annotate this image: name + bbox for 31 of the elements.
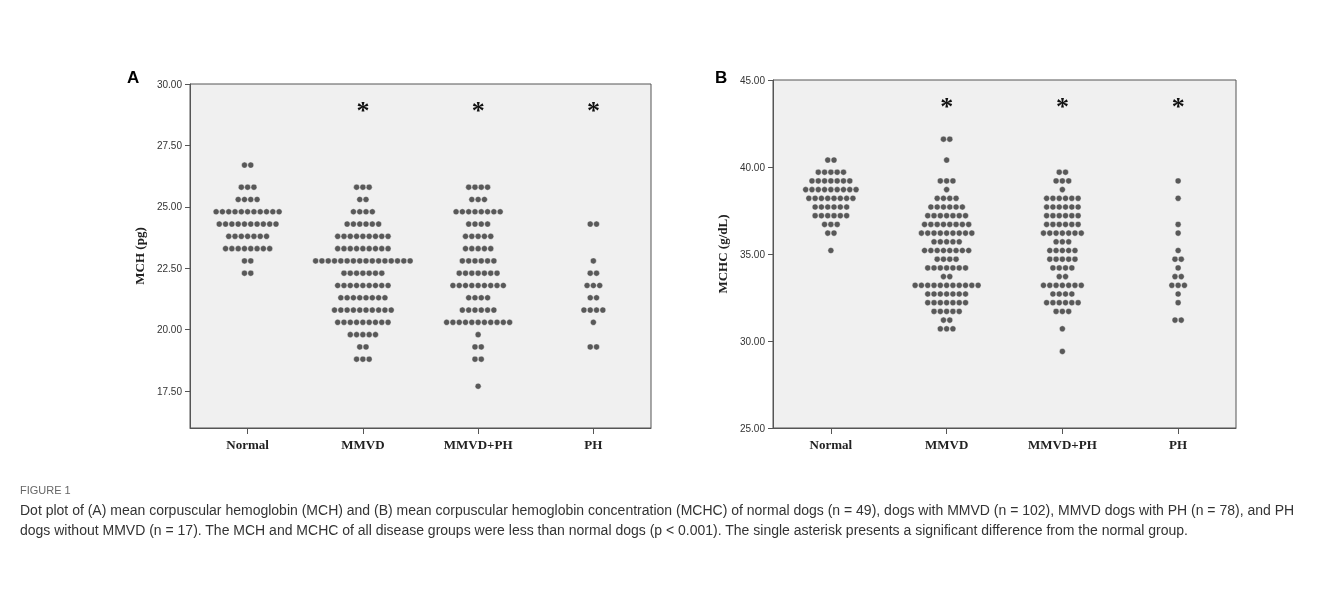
annotation: * [1171,91,1185,121]
y-tick-label: 20.00 [156,324,183,336]
y-tick-label: 30.00 [156,78,183,90]
y-tick-label: 27.50 [156,139,183,151]
x-tick-label: Normal [226,437,270,452]
y-tick-label: 25.00 [739,422,766,434]
chart-title: A [127,68,140,87]
y-axis-title: MCHC (g/dL) [715,214,730,294]
x-tick-label: MMVD [341,437,385,452]
annotation: * [356,95,370,125]
y-tick-label: 35.00 [739,248,766,260]
annotation: * [1055,91,1069,121]
text: Dot plot of (A) mean corpuscular hemoglobin (MCH) and (B) mean corpuscular hemoglobin concentration (MCHC) of normal dogs (n = 49), dogs with MMVD (n = 102), MMVD dogs with PH (n = 78), and PH dogs without MMVD (n = 17). The MCH and MCHC of all disease groups were less than normal dogs (p < 0.001). The single asterisk presents a significant difference from the normal group. [20,501,1296,540]
y-tick-label: 22.50 [156,262,183,274]
x-tick-label: PH [1169,437,1188,452]
annotation: * [471,95,485,125]
y-tick-label: 17.50 [156,385,183,397]
y-tick-label: 40.00 [739,161,766,173]
x-tick-label: MMVD+PH [443,437,513,452]
y-axis-title: MCH (pg) [132,227,147,285]
caption: FIGURE 1 [20,484,72,496]
x-tick-label: PH [584,437,603,452]
x-tick-label: Normal [809,437,853,452]
y-tick-label: 25.00 [156,201,183,213]
chart-title: B [715,68,728,87]
annotation: * [940,91,954,121]
x-tick-label: MMVD+PH [1027,437,1097,452]
x-tick-label: MMVD [924,437,969,452]
annotation: * [586,95,600,125]
y-tick-label: 30.00 [739,335,766,347]
y-tick-label: 45.00 [739,74,766,86]
